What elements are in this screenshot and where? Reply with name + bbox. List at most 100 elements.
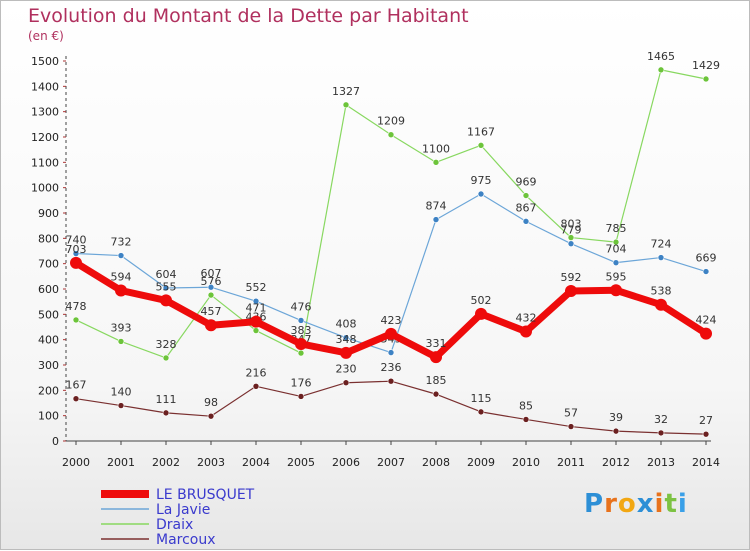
data-label: 785 [606,222,627,235]
data-point [657,429,665,437]
data-label: 1429 [692,59,720,72]
x-tick-label: 2002 [152,456,180,469]
data-point [612,427,620,435]
data-point [477,408,485,416]
data-point [297,317,305,324]
data-point [522,192,530,199]
x-tick-label: 2011 [557,456,585,469]
data-label: 576 [201,275,222,288]
data-label: 230 [336,363,357,376]
data-label: 471 [246,302,267,315]
x-tick-label: 2007 [377,456,405,469]
data-point [522,416,530,423]
data-label: 85 [519,399,533,412]
legend-label: Draix [156,517,193,533]
data-point [702,430,710,438]
logo-letter: i [677,489,688,519]
data-label: 874 [426,200,447,213]
data-point [117,338,125,345]
data-point [567,423,575,430]
data-label: 803 [561,218,582,231]
y-tick-label: 1400 [31,80,59,93]
data-point [430,351,442,364]
data-label: 732 [111,236,132,249]
chart-unit-label: (en €) [28,29,64,43]
y-tick-label: 1300 [31,106,59,119]
data-point [205,319,217,332]
y-tick-label: 600 [38,283,59,296]
data-point [72,250,80,257]
y-tick-label: 800 [38,232,59,245]
y-tick-label: 1200 [31,131,59,144]
x-tick-label: 2005 [287,456,315,469]
data-label: 424 [696,314,717,327]
data-label: 331 [426,337,447,350]
data-point [565,285,577,298]
data-label: 552 [246,281,267,294]
x-tick-label: 2003 [197,456,225,469]
data-point [340,346,352,359]
data-label: 724 [651,238,672,251]
data-point [612,238,620,246]
x-tick-label: 2008 [422,456,450,469]
data-label: 604 [156,268,177,281]
data-label: 27 [699,414,713,427]
data-point [342,101,350,109]
data-point [72,395,80,402]
data-label: 1327 [332,85,360,98]
y-tick-label: 0 [52,435,59,448]
data-label: 39 [609,411,623,424]
x-tick-label: 2006 [332,456,360,469]
data-point [252,297,260,305]
data-label: 478 [66,300,87,313]
logo-letter: i [654,489,665,519]
data-point [475,307,487,320]
data-label: 115 [471,392,492,405]
data-point [160,294,172,307]
data-point [162,409,170,417]
y-tick-label: 500 [38,308,59,321]
data-point [432,390,440,398]
data-point [610,284,622,297]
data-point [432,216,440,223]
data-label: 140 [111,386,132,399]
proxiti-logo: Proxiti [584,489,688,519]
data-point [342,379,350,387]
data-point [207,291,215,299]
data-label: 592 [561,271,582,284]
data-label: 1209 [377,115,405,128]
data-point [72,316,80,324]
data-label: 779 [561,224,582,237]
data-label: 555 [156,280,177,293]
y-tick-label: 400 [38,334,59,347]
data-label: 1167 [467,125,495,138]
data-label: 328 [156,338,177,351]
y-tick-label: 1000 [31,182,59,195]
x-tick-label: 2012 [602,456,630,469]
data-label: 502 [471,294,492,307]
logo-letter: r [604,489,618,519]
x-tick-label: 2001 [107,456,135,469]
data-point [655,298,667,311]
data-point [567,240,575,247]
data-point [477,142,485,149]
data-point [387,349,395,356]
data-point [252,382,260,390]
data-point [702,75,710,83]
logo-letter: P [584,489,605,519]
data-label: 607 [201,267,222,280]
data-point [385,327,397,340]
series-line [75,380,707,435]
logo-letter: o [617,489,637,519]
y-tick-label: 300 [38,359,59,372]
chart-title: Evolution du Montant de la Dette par Hab… [28,5,469,27]
data-label: 538 [651,285,672,298]
data-label: 98 [204,396,218,409]
data-label: 595 [606,270,627,283]
legend-label: La Javie [156,502,210,518]
y-tick-label: 1100 [31,156,59,169]
y-tick-label: 700 [38,258,59,271]
x-tick-label: 2009 [467,456,495,469]
